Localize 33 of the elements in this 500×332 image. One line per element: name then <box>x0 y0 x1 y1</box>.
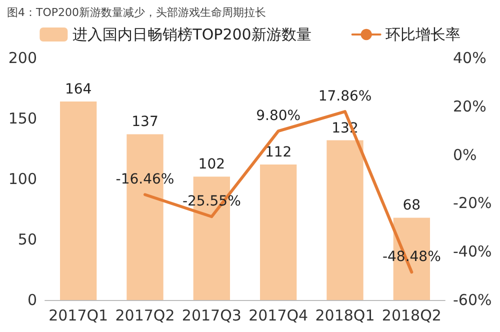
bar <box>326 140 364 300</box>
y2-tick-label: 0% <box>453 146 477 164</box>
data-label: 9.80% <box>256 108 301 124</box>
y2-tick-label: -60% <box>453 291 492 309</box>
data-label: -48.48% <box>382 249 441 266</box>
y2-tick-label: 40% <box>453 49 486 67</box>
y-tick-label: 50 <box>18 230 37 248</box>
x-tick-label: 2018Q1 <box>315 306 375 324</box>
y-tick-label: 200 <box>8 49 37 67</box>
data-label: 137 <box>132 114 158 130</box>
legend-label: 环比增长率 <box>385 26 460 44</box>
data-label: 17.86% <box>318 88 372 105</box>
x-tick-label: 2017Q4 <box>248 306 308 324</box>
data-label: 102 <box>198 156 226 173</box>
legend-label: 进入国内日畅销榜TOP200新游数量 <box>72 26 312 44</box>
data-label: -25.55% <box>182 194 241 210</box>
x-tick-label: 2017Q2 <box>115 306 175 324</box>
y2-tick-label: -20% <box>453 194 492 212</box>
data-label: 112 <box>264 144 292 160</box>
x-tick-label: 2017Q3 <box>182 306 242 324</box>
x-tick-label: 2018Q2 <box>382 306 442 324</box>
y-tick-label: 150 <box>8 110 37 128</box>
chart-title: 图4：TOP200新游数量减少，头部游戏生命周期拉长 <box>7 6 266 19</box>
y-tick-label: 100 <box>8 170 37 188</box>
bar <box>60 102 97 300</box>
data-label: 68 <box>402 198 421 214</box>
y2-tick-label: -40% <box>453 242 492 261</box>
y-tick-label: 0 <box>27 291 37 309</box>
x-tick-label: 2017Q1 <box>48 306 108 324</box>
data-label: 164 <box>64 82 92 98</box>
data-label: -16.46% <box>116 172 174 188</box>
bar <box>260 164 297 300</box>
y2-tick-label: 20% <box>453 97 486 116</box>
